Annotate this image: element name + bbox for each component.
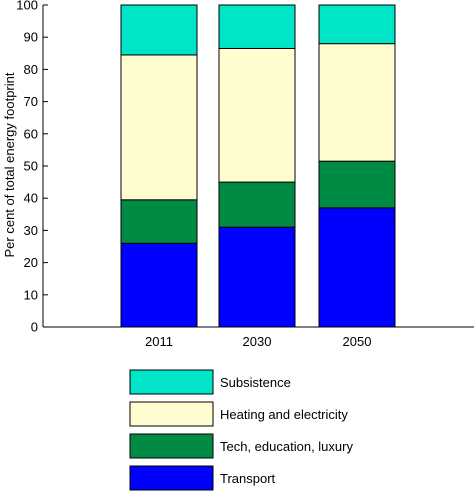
bar-segment bbox=[218, 4, 296, 49]
legend-swatch bbox=[129, 401, 214, 427]
legend-swatch bbox=[129, 369, 214, 395]
legend-swatch bbox=[129, 465, 214, 491]
y-tick-label: 60 bbox=[24, 126, 38, 141]
y-tick-label: 80 bbox=[24, 62, 38, 77]
x-tick-label: 2030 bbox=[243, 334, 272, 349]
y-tick-label: 100 bbox=[16, 0, 38, 13]
y-tick-label: 90 bbox=[24, 30, 38, 45]
bar-segment bbox=[318, 207, 396, 328]
legend-label: Tech, education, luxury bbox=[220, 439, 353, 454]
bar-segment bbox=[120, 4, 198, 56]
y-tick-label: 10 bbox=[24, 287, 38, 302]
y-tick-label: 30 bbox=[24, 223, 38, 238]
y-tick-label: 20 bbox=[24, 255, 38, 270]
bar-segment bbox=[318, 43, 396, 162]
y-tick-label: 40 bbox=[24, 191, 38, 206]
x-axis-labels: 2011 2030 2050 bbox=[145, 334, 371, 349]
bar-segment bbox=[318, 4, 396, 45]
y-axis-label: Per cent of total energy footprint bbox=[2, 72, 17, 257]
y-axis: 0 10 20 30 40 50 60 70 80 90 100 bbox=[16, 0, 474, 335]
bar-segment bbox=[120, 242, 198, 328]
bar-segment bbox=[120, 54, 198, 201]
bar-segment bbox=[218, 226, 296, 328]
legend-label: Heating and electricity bbox=[220, 407, 348, 422]
x-tick-label: 2011 bbox=[145, 334, 173, 349]
legend-label: Transport bbox=[220, 471, 276, 486]
bar-segment bbox=[120, 199, 198, 244]
x-tick-label: 2050 bbox=[343, 334, 372, 349]
legend-label: Subsistence bbox=[220, 375, 291, 390]
legend: Subsistence Heating and electricity Tech, … bbox=[129, 369, 353, 491]
y-tick-label: 0 bbox=[31, 320, 38, 335]
legend-swatch bbox=[129, 433, 214, 459]
bars bbox=[120, 4, 396, 328]
y-tick-label: 50 bbox=[24, 159, 38, 174]
bar-segment bbox=[318, 160, 396, 209]
y-tick-label: 70 bbox=[24, 94, 38, 109]
bar-segment bbox=[218, 181, 296, 228]
bar-segment bbox=[218, 47, 296, 183]
